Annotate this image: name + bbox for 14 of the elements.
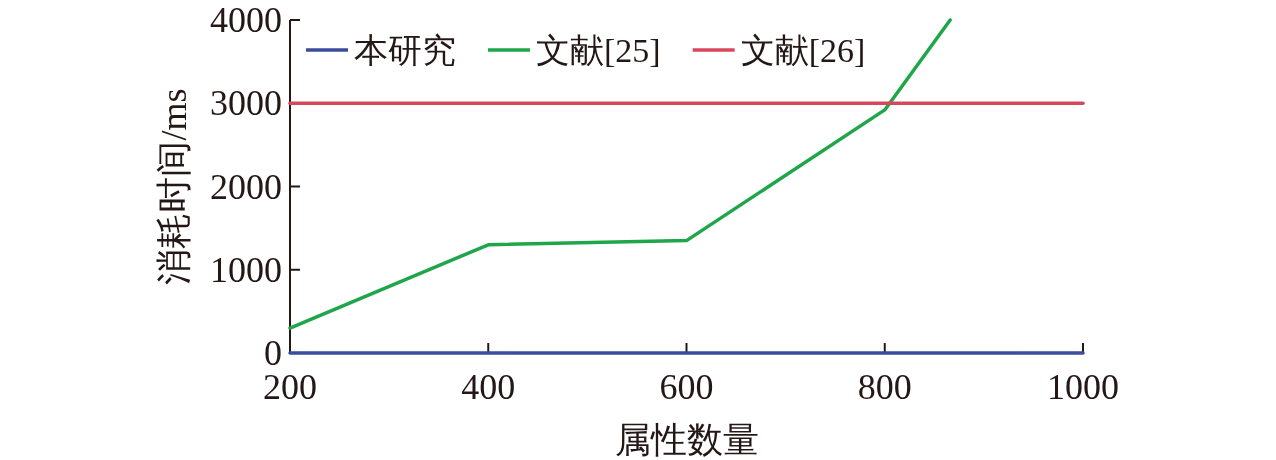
x-tick-label: 400 — [461, 367, 516, 407]
legend-label: 本研究 — [354, 32, 456, 69]
y-tick-label: 3000 — [210, 83, 282, 124]
x-tick-label: 1000 — [1047, 367, 1119, 407]
x-tick-label: 800 — [857, 367, 912, 407]
y-tick-label: 1000 — [210, 249, 282, 290]
legend-label: 文献[25] — [536, 32, 661, 69]
legend-label: 文献[26] — [740, 32, 866, 69]
x-axis-title: 属性数量 — [614, 420, 759, 460]
line-series — [288, 18, 952, 330]
y-tick-label: 2000 — [210, 166, 282, 207]
y-axis-title: 消耗时间/ms — [154, 88, 194, 285]
x-tick-label: 600 — [659, 367, 714, 407]
y-tick-label: 4000 — [210, 0, 282, 40]
